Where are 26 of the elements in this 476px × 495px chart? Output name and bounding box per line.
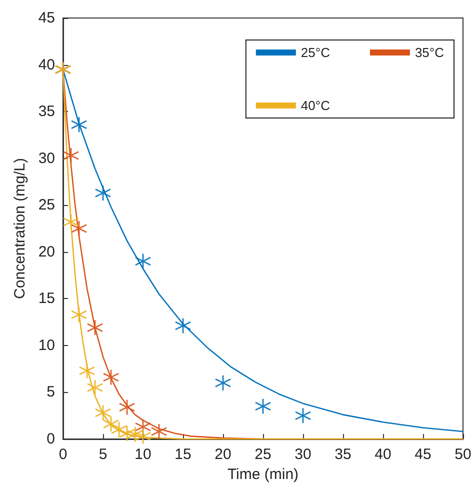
y-tick-label: 40	[38, 56, 55, 74]
x-tick-label: 10	[134, 446, 152, 463]
x-tick-label: 35	[334, 446, 352, 463]
y-tick-label: 0	[46, 430, 55, 448]
y-tick-label: 25	[38, 196, 55, 214]
y-tick-label: 30	[38, 150, 55, 167]
y-axis-title: Concentration (mg/L)	[11, 158, 28, 299]
y-tick-label: 10	[38, 336, 55, 354]
x-tick-label: 50	[454, 446, 472, 463]
x-tick-label: 30	[294, 446, 312, 463]
x-tick-label: 20	[214, 446, 232, 463]
y-tick-label: 45	[38, 10, 55, 26]
x-tick-label: 15	[174, 446, 192, 463]
x-axis-title: Time (min)	[227, 466, 299, 483]
x-tick-label: 40	[374, 446, 392, 463]
legend-label: 25°C	[300, 45, 330, 60]
legend-label: 35°C	[414, 45, 444, 60]
y-tick-label: 5	[46, 384, 55, 401]
y-tick-label: 35	[38, 103, 55, 120]
y-tick-label: 20	[38, 243, 55, 260]
x-tick-label: 5	[98, 446, 108, 463]
legend-label: 40°C	[300, 98, 330, 113]
x-tick-label: 0	[58, 446, 68, 463]
y-tick-label: 15	[38, 290, 55, 308]
x-tick-label: 45	[414, 446, 432, 463]
x-tick-label: 25	[254, 446, 272, 463]
